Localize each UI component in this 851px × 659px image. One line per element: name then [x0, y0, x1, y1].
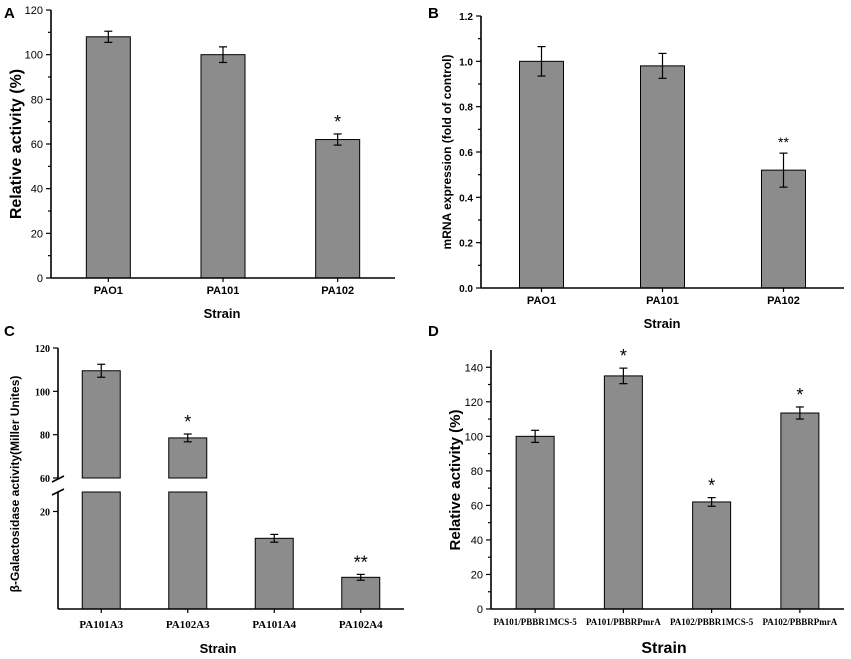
x-axis-label-c: Strain [200, 641, 237, 656]
panel-b-chart: B mRNA expression (fold of control) Stra… [428, 5, 844, 331]
pc-xtick-label-0: PA101A3 [79, 619, 123, 631]
pd-bar-2 [692, 501, 732, 610]
pc-bar-lower-1 [168, 491, 208, 610]
pa-ytick-label-1: 20 [31, 228, 43, 240]
pd-xtick-label-0: PA101/PBBR1MCS-5 [493, 617, 577, 627]
pa-xtick-label-0: PAO1 [94, 285, 123, 297]
pb-ytick-label-5: 1.0 [459, 57, 473, 68]
pc-ytick-label-upper-1: 80 [40, 431, 50, 442]
x-axis-label-d: Strain [641, 640, 686, 657]
y-axis-label-d: Relative activity (%) [447, 410, 464, 551]
pc-bar-upper-0 [81, 370, 121, 479]
pb-ytick-label-1: 0.2 [459, 239, 473, 250]
pd-significance-1: * [620, 346, 627, 366]
pc-ytick-label-upper-0: 60 [40, 474, 50, 485]
pc-axis-break-band [50, 479, 404, 491]
pa-significance-2: * [334, 112, 341, 132]
pb-ytick-label-0: 0.0 [459, 284, 473, 295]
pa-ytick-label-3: 60 [31, 139, 43, 151]
pa-ytick-label-6: 120 [25, 5, 43, 17]
pa-bar-2 [315, 139, 361, 279]
pc-significance-3: ** [354, 552, 368, 572]
panel-label-d: D [428, 323, 439, 340]
pc-xtick-label-1: PA102A3 [166, 619, 210, 631]
pb-bar-1 [640, 65, 685, 289]
pc-xtick-label-3: PA102A4 [339, 619, 383, 631]
panel-d-chart: D Relative activity (%) Strain PA101/PBB… [428, 323, 844, 657]
pb-ytick-label-2: 0.4 [459, 193, 473, 204]
panel-c-chart: C β-Galactosidase activity(Miller Unites… [4, 323, 404, 656]
pd-ytick-label-3: 60 [471, 500, 483, 512]
pd-significance-2: * [708, 476, 715, 496]
pc-significance-1: * [184, 412, 191, 432]
pd-ytick-label-0: 0 [477, 604, 483, 616]
pc-ytick-label-upper-2: 100 [35, 387, 50, 398]
pd-significance-3: * [796, 385, 803, 405]
pc-bar-lower-0 [81, 491, 121, 610]
y-axis-label-b: mRNA expression (fold of control) [440, 55, 454, 250]
pc-bar-upper-1 [168, 437, 208, 479]
pd-ytick-label-1: 20 [471, 569, 483, 581]
pc-xtick-label-2: PA101A4 [252, 619, 296, 631]
panel-label-a: A [4, 5, 15, 22]
pb-xtick-label-2: PA102 [767, 295, 800, 307]
panel-a-chart: A Relative activity (%) Strain PAO1 PA101… [4, 5, 395, 321]
panel-label-b: B [428, 5, 439, 22]
pd-bar-1 [603, 375, 643, 610]
pc-ytick-label-lower-0: 20 [40, 508, 50, 519]
pd-ytick-label-2: 40 [471, 535, 483, 547]
pd-ytick-label-7: 140 [465, 362, 483, 374]
pa-ytick-label-2: 40 [31, 184, 43, 196]
pa-ytick-label-0: 0 [37, 273, 43, 285]
pc-axis-break-mark-top [51, 475, 65, 483]
pb-bar-2 [761, 169, 806, 289]
x-axis-label-a: Strain [204, 306, 241, 321]
panel-label-c: C [4, 323, 15, 340]
pb-significance-2: ** [778, 134, 789, 150]
pa-xtick-label-2: PA102 [321, 285, 354, 297]
pa-bar-0 [85, 36, 131, 279]
pb-xtick-label-0: PAO1 [527, 295, 556, 307]
pb-bar-0 [519, 60, 564, 289]
y-axis-label-a: Relative activity (%) [8, 69, 25, 219]
pd-xtick-label-2: PA102/PBBR1MCS-5 [670, 617, 754, 627]
pa-xtick-label-1: PA101 [207, 285, 240, 297]
pc-bar-2 [254, 537, 294, 610]
pd-ytick-label-6: 120 [465, 397, 483, 409]
pa-ytick-label-5: 100 [25, 50, 43, 62]
pa-ytick-label-4: 80 [31, 94, 43, 106]
pd-ytick-label-5: 100 [465, 431, 483, 443]
pc-ytick-label-upper-3: 120 [35, 344, 50, 355]
y-axis-label-c: β-Galactosidase activity(Miller Unites) [8, 376, 22, 593]
pc-bar-3 [341, 576, 381, 610]
pd-xtick-label-1: PA101/PBBRPmrA [586, 617, 661, 627]
pb-xtick-label-1: PA101 [646, 295, 679, 307]
pb-ytick-label-4: 0.8 [459, 103, 473, 114]
pc-axis-break-mark-bottom [51, 488, 65, 496]
pb-ytick-label-6: 1.2 [459, 12, 473, 23]
pd-bar-3 [780, 412, 820, 610]
pb-ytick-label-3: 0.6 [459, 148, 473, 159]
pa-bar-1 [200, 54, 246, 279]
pd-bar-0 [515, 435, 555, 610]
x-axis-label-b: Strain [644, 316, 681, 331]
pd-xtick-label-3: PA102/PBBRPmrA [762, 617, 837, 627]
pd-ytick-label-4: 80 [471, 466, 483, 478]
